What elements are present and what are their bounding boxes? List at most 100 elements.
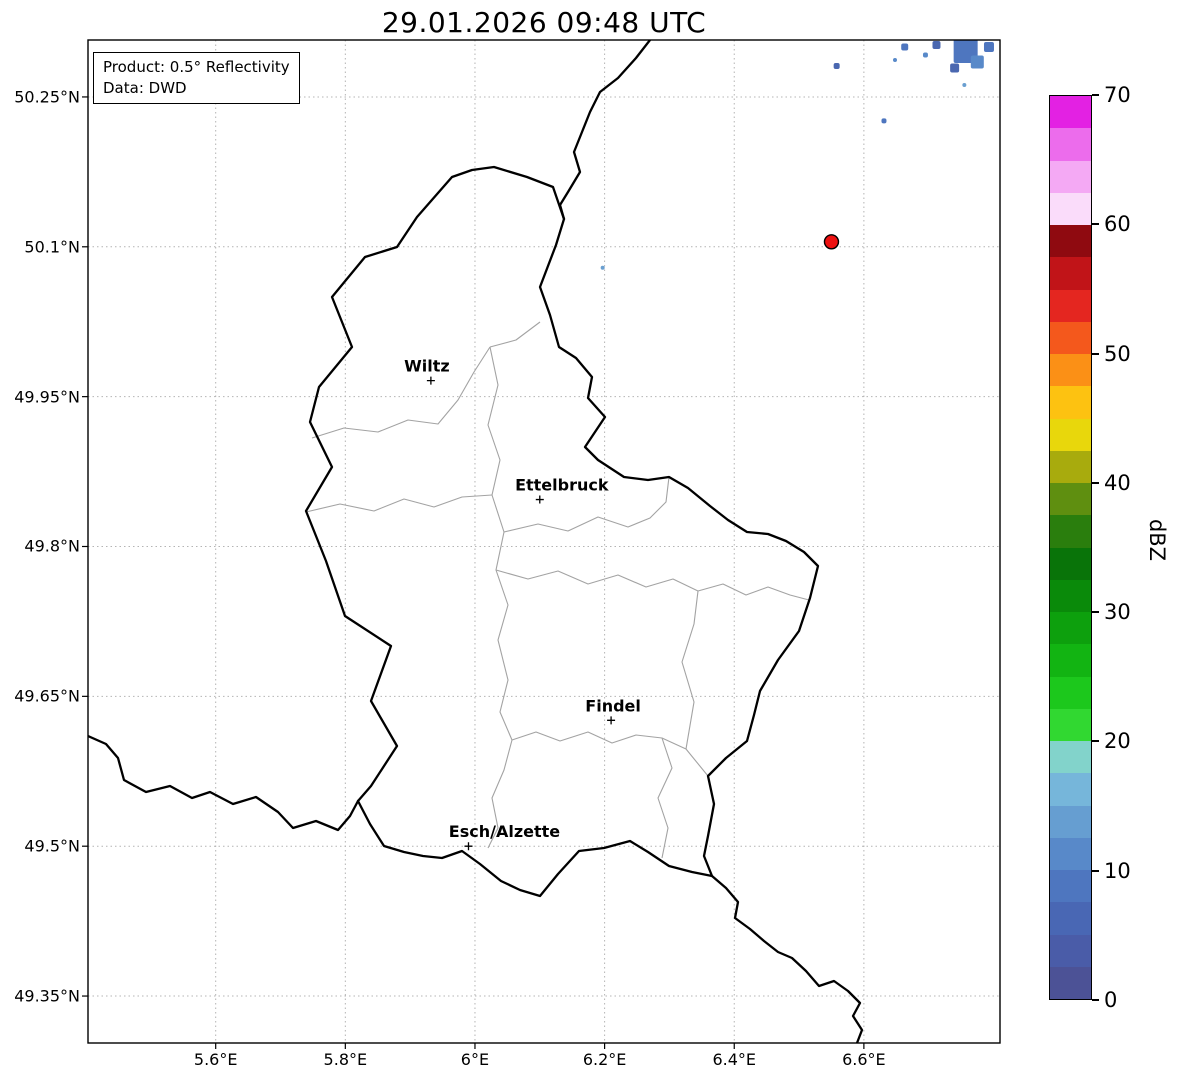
colorbar-tick-label: 50 [1104, 341, 1131, 366]
city-plus-marker [607, 716, 616, 725]
colorbar-segment [1050, 418, 1091, 451]
radar-echo [922, 52, 928, 58]
colorbar-tick-mark [1092, 94, 1099, 96]
figure-title: 29.01.2026 09:48 UTC [381, 6, 707, 39]
colorbar-tick-label: 10 [1104, 858, 1131, 883]
france-germany-border [710, 874, 864, 1043]
city-label: Ettelbruck [515, 476, 609, 495]
lon-tick-label: 6°E [460, 1050, 490, 1069]
colorbar-segment [1050, 708, 1091, 741]
colorbar-segment [1050, 225, 1091, 258]
colorbar-segment [1050, 354, 1091, 387]
lat-tick-label: 50.1°N [24, 237, 80, 257]
canton-border-line [487, 346, 513, 741]
city-marker-layer: Wiltz Ettelbruck Findel Esch/Alzette [404, 357, 641, 851]
radar-echo [901, 43, 909, 51]
canton-border-line [487, 739, 513, 849]
canton-border-line [495, 569, 810, 601]
colorbar-segment [1050, 966, 1091, 999]
canton-border-line [511, 731, 709, 777]
colorbar-segment [1050, 934, 1091, 967]
lon-tick-label: 6.4°E [712, 1050, 757, 1069]
lat-tick-label: 50.25°N [14, 87, 80, 107]
lon-tick-label: 5.8°E [323, 1050, 368, 1069]
colorbar-segment [1050, 676, 1091, 709]
colorbar-segment [1050, 192, 1091, 225]
radar-echo [970, 55, 984, 69]
radar-echo [950, 63, 960, 73]
luxembourg-border [304, 165, 820, 898]
radar-echo [881, 118, 887, 124]
radar-site-dot [823, 234, 840, 250]
city-label: Findel [585, 696, 641, 715]
colorbar-tick-mark [1092, 611, 1099, 614]
colorbar-tick-mark [1092, 223, 1099, 226]
colorbar-segment [1050, 773, 1091, 806]
colorbar-tick-mark [1092, 352, 1099, 355]
city-plus-marker [464, 842, 473, 851]
colorbar-tick-label: 20 [1104, 729, 1131, 754]
gridlines [88, 40, 1000, 1043]
radar-echo [833, 62, 840, 69]
colorbar-segment [1050, 289, 1091, 322]
colorbar-segment [1050, 870, 1091, 903]
canton-border-line [681, 590, 699, 750]
lon-tick-label: 6.6°E [842, 1050, 886, 1069]
colorbar-tick-mark [1092, 869, 1099, 872]
radar-echo [932, 40, 941, 49]
lon-tick-label: 5.6°E [193, 1050, 238, 1069]
colorbar [1049, 95, 1092, 1000]
map-panel: Wiltz Ettelbruck Findel Esch/Alzette Produc… [82, 39, 1001, 1049]
radar-echo [962, 82, 967, 87]
lon-tick-label: 6.2°E [582, 1050, 627, 1069]
canton-border-line [311, 346, 491, 439]
colorbar-tick-mark [1092, 999, 1099, 1001]
colorbar-segment [1050, 128, 1091, 161]
france-belgium-border [88, 734, 360, 832]
radar-echo [983, 41, 994, 52]
colorbar-segment [1050, 837, 1091, 870]
axis-tick-marks [82, 96, 865, 1049]
colorbar-segment [1050, 644, 1091, 677]
colorbar-segment [1050, 579, 1091, 612]
canton-borders [305, 321, 810, 859]
radar-echo [600, 265, 605, 270]
lat-axis-labels: 50.25°N 50.1°N 49.95°N 49.8°N 49.65°N 49.5°N 4… [0, 0, 80, 1081]
canton-border-line [305, 494, 493, 513]
colorbar-tick-label: 30 [1104, 600, 1131, 625]
lat-tick-label: 49.65°N [14, 686, 80, 706]
colorbar-segment [1050, 450, 1091, 483]
colorbar-segment [1050, 805, 1091, 838]
map-canvas: Wiltz Ettelbruck Findel Esch/Alzette [82, 39, 1001, 1049]
colorbar-tick-label: 60 [1104, 212, 1131, 237]
colorbar-unit-label: dBZ [1145, 518, 1169, 562]
colorbar-segment [1050, 547, 1091, 580]
lat-tick-label: 49.35°N [14, 986, 80, 1006]
colorbar-segment [1050, 160, 1091, 193]
radar-echoes [600, 40, 994, 270]
colorbar-segment [1050, 96, 1091, 129]
city-plus-marker [426, 376, 435, 385]
radar-echo [892, 57, 897, 62]
city-plus-marker [535, 495, 544, 504]
colorbar-tick-label: 40 [1104, 470, 1131, 495]
canton-border-line [657, 737, 673, 859]
lat-tick-label: 49.5°N [24, 836, 80, 856]
canton-border-line [489, 321, 541, 348]
colorbar-gradient [1050, 96, 1091, 999]
colorbar-tick-label: 0 [1104, 988, 1118, 1012]
city-label: Wiltz [404, 357, 450, 376]
colorbar-segment [1050, 515, 1091, 548]
country-borders [88, 40, 864, 1043]
colorbar-tick-label: 70 [1104, 83, 1131, 107]
lat-tick-label: 49.8°N [24, 536, 80, 556]
product-annotation: Product: 0.5° Reflectivity Data: DWD [93, 52, 300, 104]
colorbar-segment [1050, 483, 1091, 516]
map-frame [87, 39, 1001, 1044]
radar-site-marker-layer [823, 234, 840, 250]
colorbar-segment [1050, 321, 1091, 354]
colorbar-tick-mark [1092, 481, 1099, 484]
canton-border-line [503, 476, 670, 533]
annotation-source: Data: DWD [103, 79, 187, 97]
